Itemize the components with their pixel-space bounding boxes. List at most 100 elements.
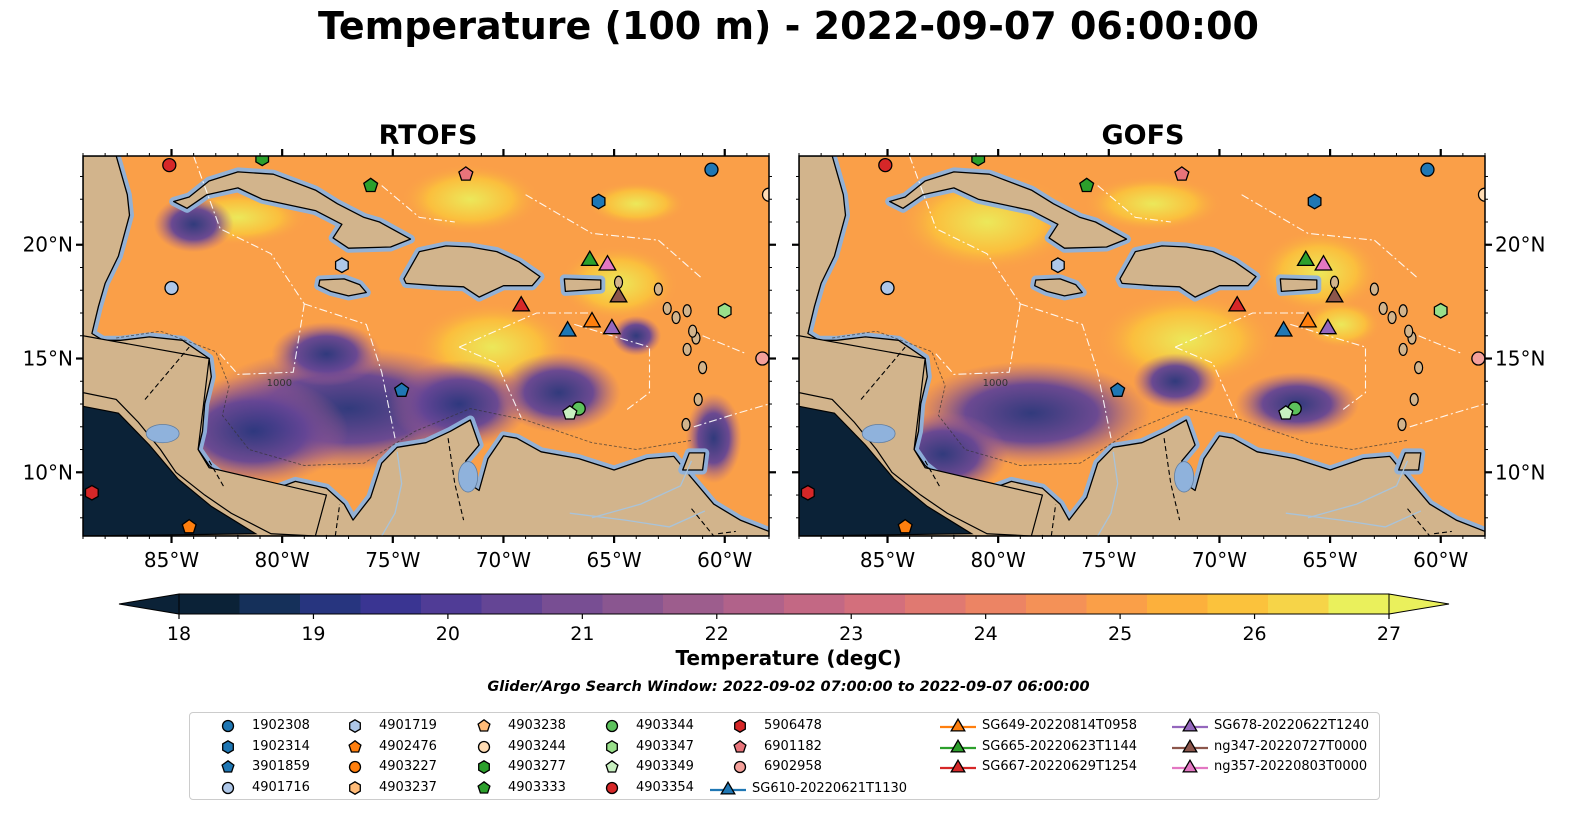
argo-float-marker <box>761 187 769 202</box>
lon-tick-label: 75°W <box>1081 548 1136 572</box>
hexagon-marker-icon <box>478 760 490 774</box>
country-border <box>208 460 226 489</box>
map-frame <box>798 155 1486 537</box>
landmass <box>889 171 1128 249</box>
legend-label: 4903344 <box>636 718 694 733</box>
lon-tick-label: 65°W <box>1302 548 1357 572</box>
river <box>1097 451 1119 536</box>
pentagon-marker-icon <box>221 759 235 773</box>
eez-boundary <box>304 303 396 439</box>
country-border <box>718 530 736 535</box>
argo-float-marker <box>971 156 986 167</box>
colorbar-tick-label: 22 <box>705 623 729 645</box>
eez-boundary <box>1290 323 1367 412</box>
legend-label: 4903354 <box>636 779 694 795</box>
eez-boundary <box>909 156 1021 305</box>
glider-marker <box>511 295 531 312</box>
eez-boundary <box>658 239 703 280</box>
colorbar-segment <box>1026 594 1088 614</box>
lake-maracaibo <box>1174 461 1195 493</box>
glider-marker <box>1227 295 1247 312</box>
country-border <box>144 346 190 400</box>
argo-float-marker <box>1477 187 1485 202</box>
bathymetry-contour <box>832 330 1408 466</box>
eez-boundary <box>193 156 305 305</box>
colorbar-segment <box>481 594 543 614</box>
colorbar-segment <box>542 594 604 614</box>
island <box>682 342 692 357</box>
colorbar-segment <box>421 594 483 614</box>
legend-label: 3901859 <box>252 759 310 774</box>
legend-label: 6901182 <box>764 738 822 754</box>
legend-label: 4903238 <box>508 718 566 733</box>
lat-tick-label: 10°N <box>23 460 73 484</box>
pentagon-marker-icon <box>348 739 362 753</box>
argo-float-marker <box>181 518 197 534</box>
argo-float-marker <box>591 193 606 210</box>
eez-boundary <box>933 303 1021 375</box>
eez-boundary <box>1174 346 1238 418</box>
colorbar-segment <box>1207 594 1269 614</box>
circle-marker-icon <box>477 740 491 753</box>
colorbar-tick-label: 20 <box>436 623 460 645</box>
legend-label: ng357-20220803T0000 <box>1214 759 1368 774</box>
lat-tick-label: 15°N <box>23 347 73 371</box>
argo-float-marker <box>255 156 270 167</box>
argo-float-marker <box>1433 302 1448 319</box>
triangle-marker-icon <box>950 717 966 732</box>
legend-label: 4903277 <box>508 759 566 774</box>
colorbar-segment <box>1268 594 1330 614</box>
colorbar-label: Temperature (degC) <box>675 646 902 670</box>
colorbar-segment <box>663 594 725 614</box>
eez-boundary <box>1241 194 1375 241</box>
hexagon-marker-icon <box>349 719 361 733</box>
hexagon-marker-icon <box>734 719 746 733</box>
bathymetry-contour <box>116 330 692 466</box>
colorbar-tick-label: 19 <box>301 623 325 645</box>
eez-boundary <box>1174 312 1308 348</box>
glider-marker <box>598 254 617 271</box>
argo-float-marker <box>1307 193 1322 210</box>
island <box>653 282 663 296</box>
country-border <box>1407 508 1431 536</box>
hexagon-marker-icon <box>349 780 361 795</box>
legend-label: 4901719 <box>379 718 437 733</box>
pentagon-marker-icon <box>477 718 491 732</box>
legend-label: 4903349 <box>636 759 694 774</box>
colorbar-segment <box>844 594 906 614</box>
landmass <box>173 171 412 249</box>
legend-label: SG678-20220622T1240 <box>1214 718 1370 733</box>
legend-label: 1902314 <box>252 738 310 754</box>
central-america-land <box>799 335 1044 536</box>
argo-float-marker <box>897 518 913 534</box>
argo-float-marker <box>393 382 410 397</box>
eez-boundary <box>1418 335 1464 355</box>
legend-label: 4902476 <box>379 738 437 754</box>
colorbar-segment <box>1147 594 1209 614</box>
argo-float-marker <box>717 302 732 319</box>
colorbar-tick-label: 26 <box>1242 623 1266 645</box>
island <box>1378 301 1388 316</box>
colorbar-segment <box>179 594 241 614</box>
colorbar-tick-label: 27 <box>1377 623 1401 645</box>
circle-marker-icon <box>605 781 619 794</box>
circle-marker-icon <box>733 760 747 774</box>
argo-float-marker <box>880 280 895 296</box>
island <box>693 392 703 407</box>
country-border <box>1434 530 1452 535</box>
legend-label: 4903227 <box>379 759 437 774</box>
argo-float-marker <box>1174 166 1190 181</box>
island <box>1404 324 1414 338</box>
legend-label: 4903347 <box>636 738 694 754</box>
island <box>682 304 692 318</box>
triangle-marker-icon <box>1182 738 1198 753</box>
triangle-marker-icon <box>950 738 966 753</box>
river <box>381 451 403 536</box>
eez-boundary <box>574 323 651 412</box>
argo-float-marker <box>1420 162 1435 177</box>
argo-float-marker <box>363 177 379 193</box>
triangle-marker-icon <box>1182 717 1198 732</box>
lon-tick-label: 80°W <box>971 548 1026 572</box>
argo-float-marker <box>1079 177 1095 193</box>
eez-boundary <box>381 185 455 223</box>
